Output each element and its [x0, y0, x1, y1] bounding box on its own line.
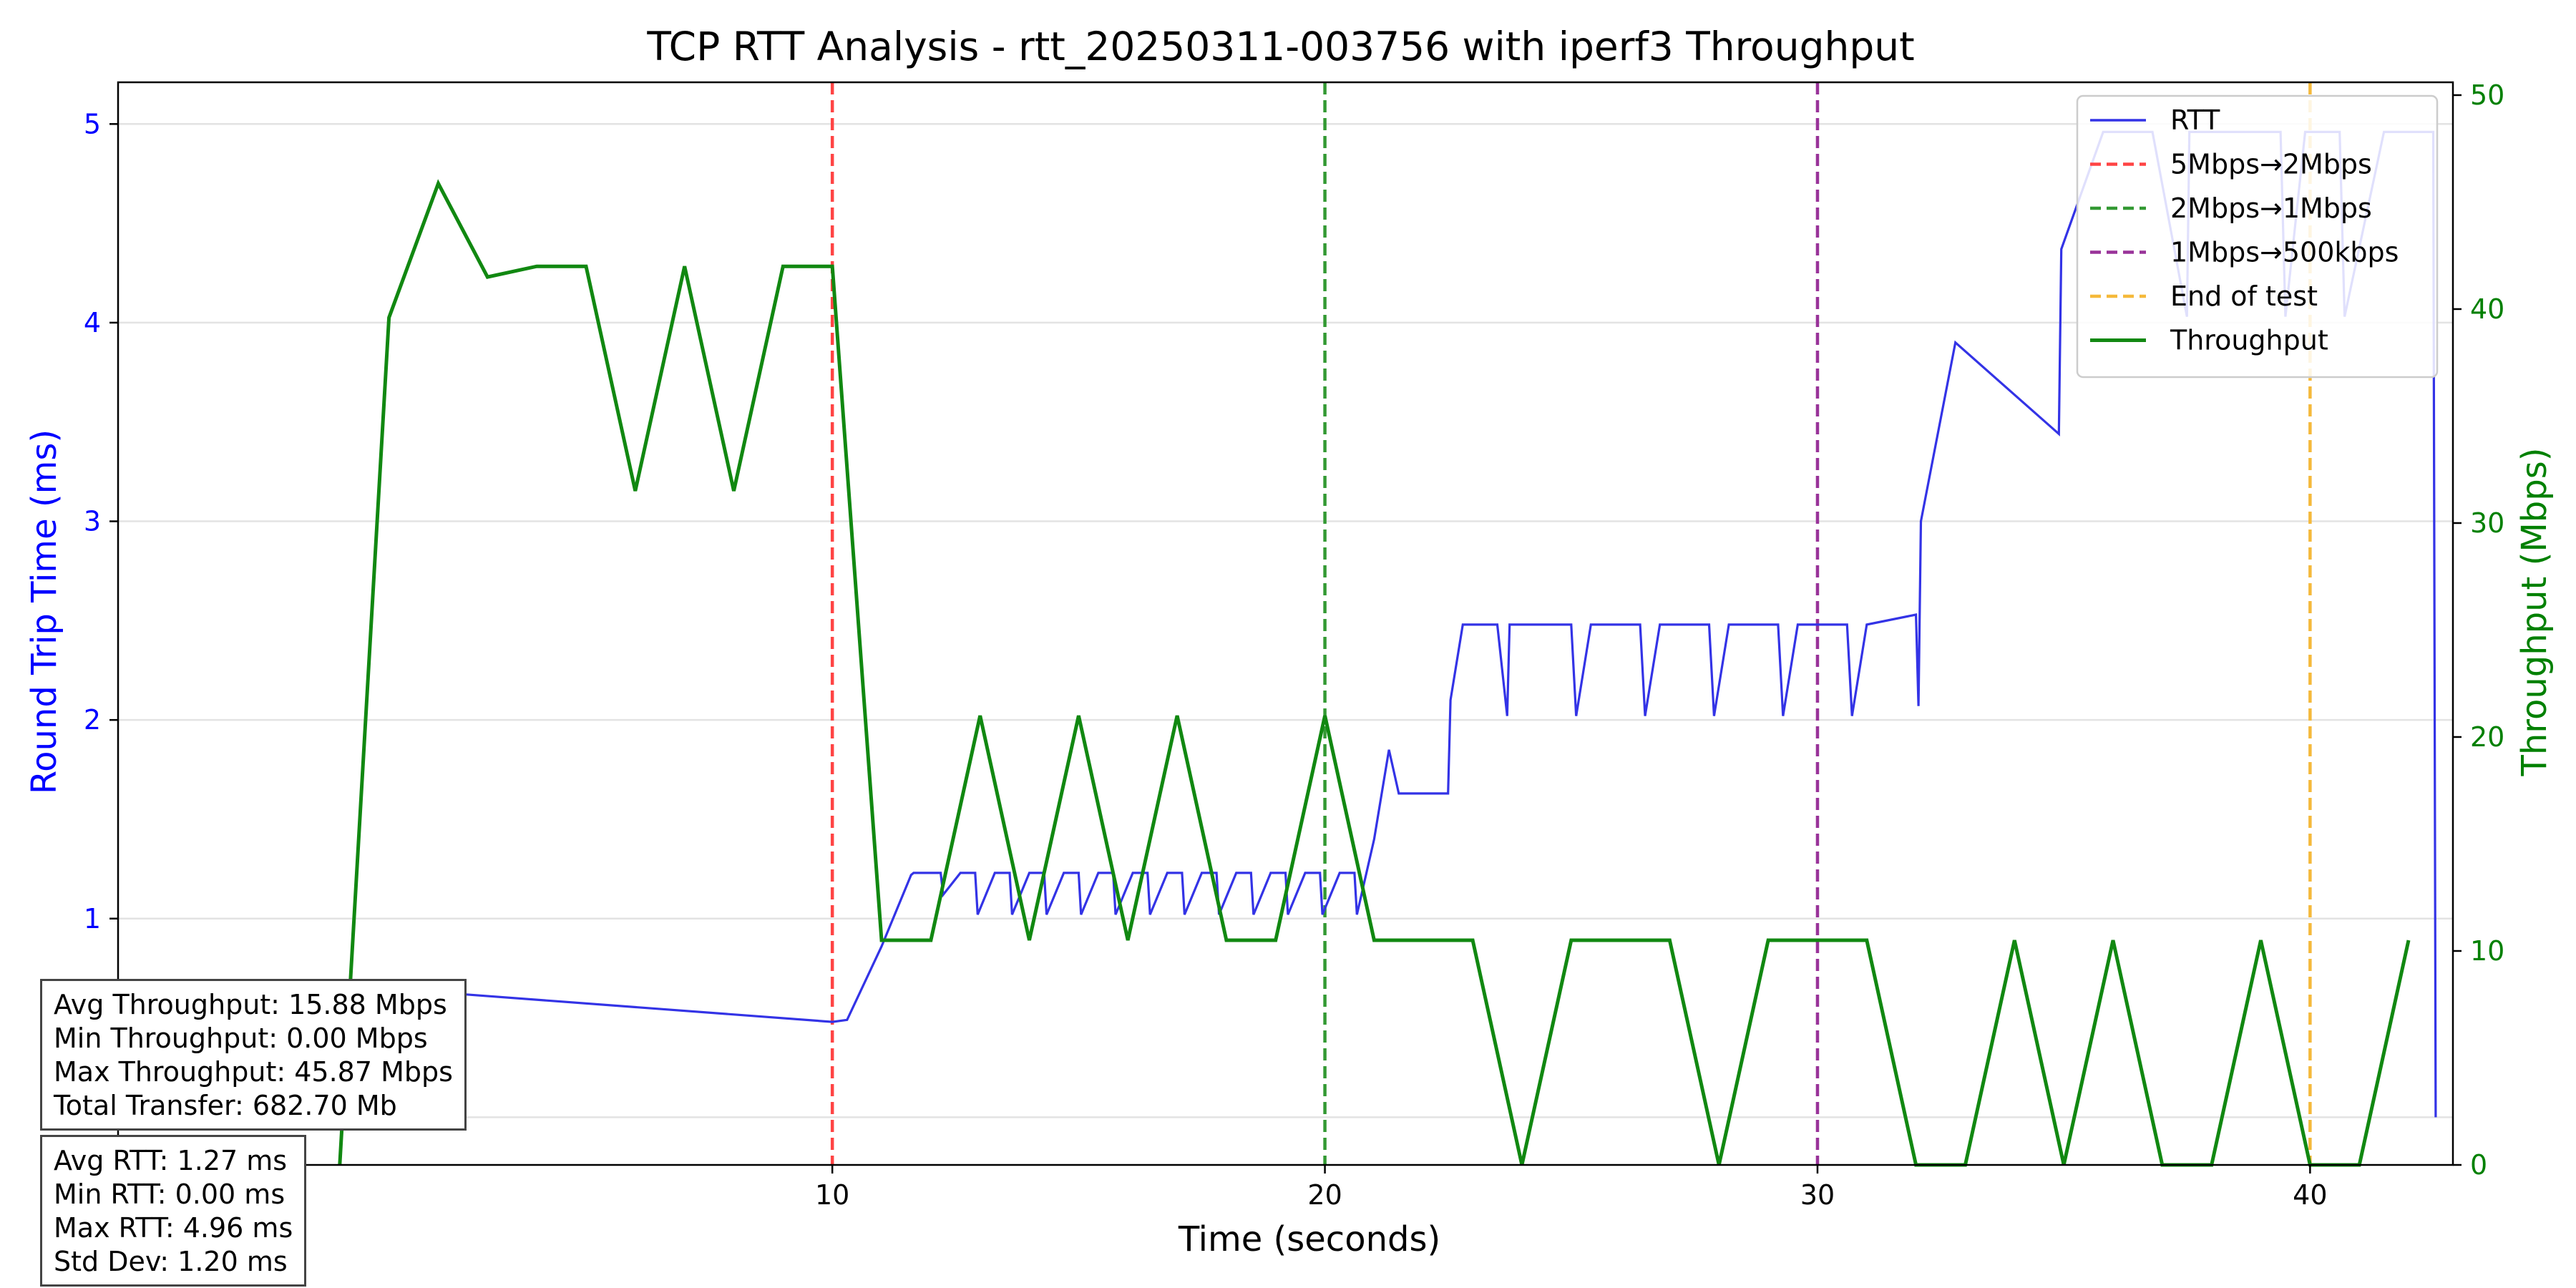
- y-right-tick-label-40: 40: [2470, 293, 2504, 325]
- rtt-stats-box: Avg RTT: 1.27 ms Min RTT: 0.00 ms Max RT…: [40, 1135, 307, 1287]
- stat-std-dev: Std Dev: 1.20 ms: [54, 1246, 288, 1277]
- x-tick-label-10: 10: [815, 1179, 849, 1211]
- stat-min-throughput: Min Throughput: 0.00 Mbps: [54, 1023, 428, 1054]
- y-right-tick-label-10: 10: [2470, 935, 2504, 967]
- legend-box: [2076, 94, 2439, 379]
- throughput-stats-box: Avg Throughput: 15.88 Mbps Min Throughpu…: [40, 979, 467, 1131]
- y-left-tick-label-5: 5: [84, 108, 101, 140]
- x-tick-label-20: 20: [1307, 1179, 1342, 1211]
- y-right-tick-label-0: 0: [2470, 1149, 2487, 1181]
- grid: [118, 123, 2453, 1118]
- x-tick-label-30: 30: [1800, 1179, 1835, 1211]
- y-right-axis-label: Throughput (Mbps): [2514, 448, 2555, 777]
- y-left-axis-label: Round Trip Time (ms): [24, 429, 64, 794]
- stat-max-throughput: Max Throughput: 45.87 Mbps: [54, 1056, 453, 1088]
- legend-label-1: RTT: [2170, 104, 2220, 136]
- stat-max-rtt: Max RTT: 4.96 ms: [54, 1212, 293, 1244]
- legend-label-2: 5Mbps→2Mbps: [2170, 149, 2372, 180]
- y-left-tick-label-4: 4: [84, 307, 101, 338]
- y-right-tick-label-50: 50: [2470, 79, 2504, 111]
- legend-label-5: End of test: [2170, 280, 2318, 312]
- y-left-tick-label-2: 2: [84, 704, 101, 736]
- y-right-tick-label-20: 20: [2470, 721, 2504, 753]
- stat-min-rtt: Min RTT: 0.00 ms: [54, 1179, 286, 1210]
- legend-label-4: 1Mbps→500kbps: [2170, 237, 2399, 268]
- y-left-tick-label-3: 3: [84, 506, 101, 537]
- x-tick-label-40: 40: [2293, 1179, 2327, 1211]
- y-left-tick-label-1: 1: [84, 903, 101, 935]
- legend-label-3: 2Mbps→1Mbps: [2170, 192, 2372, 224]
- x-axis-label: Time (seconds): [1178, 1219, 1440, 1259]
- plot-frame: [117, 81, 2454, 1166]
- legend: RTT 5Mbps→2Mbps 2Mbps→1Mbps 1Mbps→500kbps En…: [2076, 94, 2439, 379]
- y-right-tick-label-30: 30: [2470, 507, 2504, 539]
- stat-total-transfer: Total Transfer: 682.70 Mb: [54, 1090, 397, 1121]
- series-rtt: [338, 130, 2437, 1118]
- ticks: 1020304001234501020304050: [84, 79, 2505, 1211]
- stat-avg-rtt: Avg RTT: 1.27 ms: [54, 1145, 288, 1176]
- legend-label-6: Throughput: [2170, 325, 2328, 356]
- stat-avg-throughput: Avg Throughput: 15.88 Mbps: [54, 989, 447, 1020]
- chart-title: TCP RTT Analysis - rtt_20250311-003756 w…: [646, 24, 1914, 69]
